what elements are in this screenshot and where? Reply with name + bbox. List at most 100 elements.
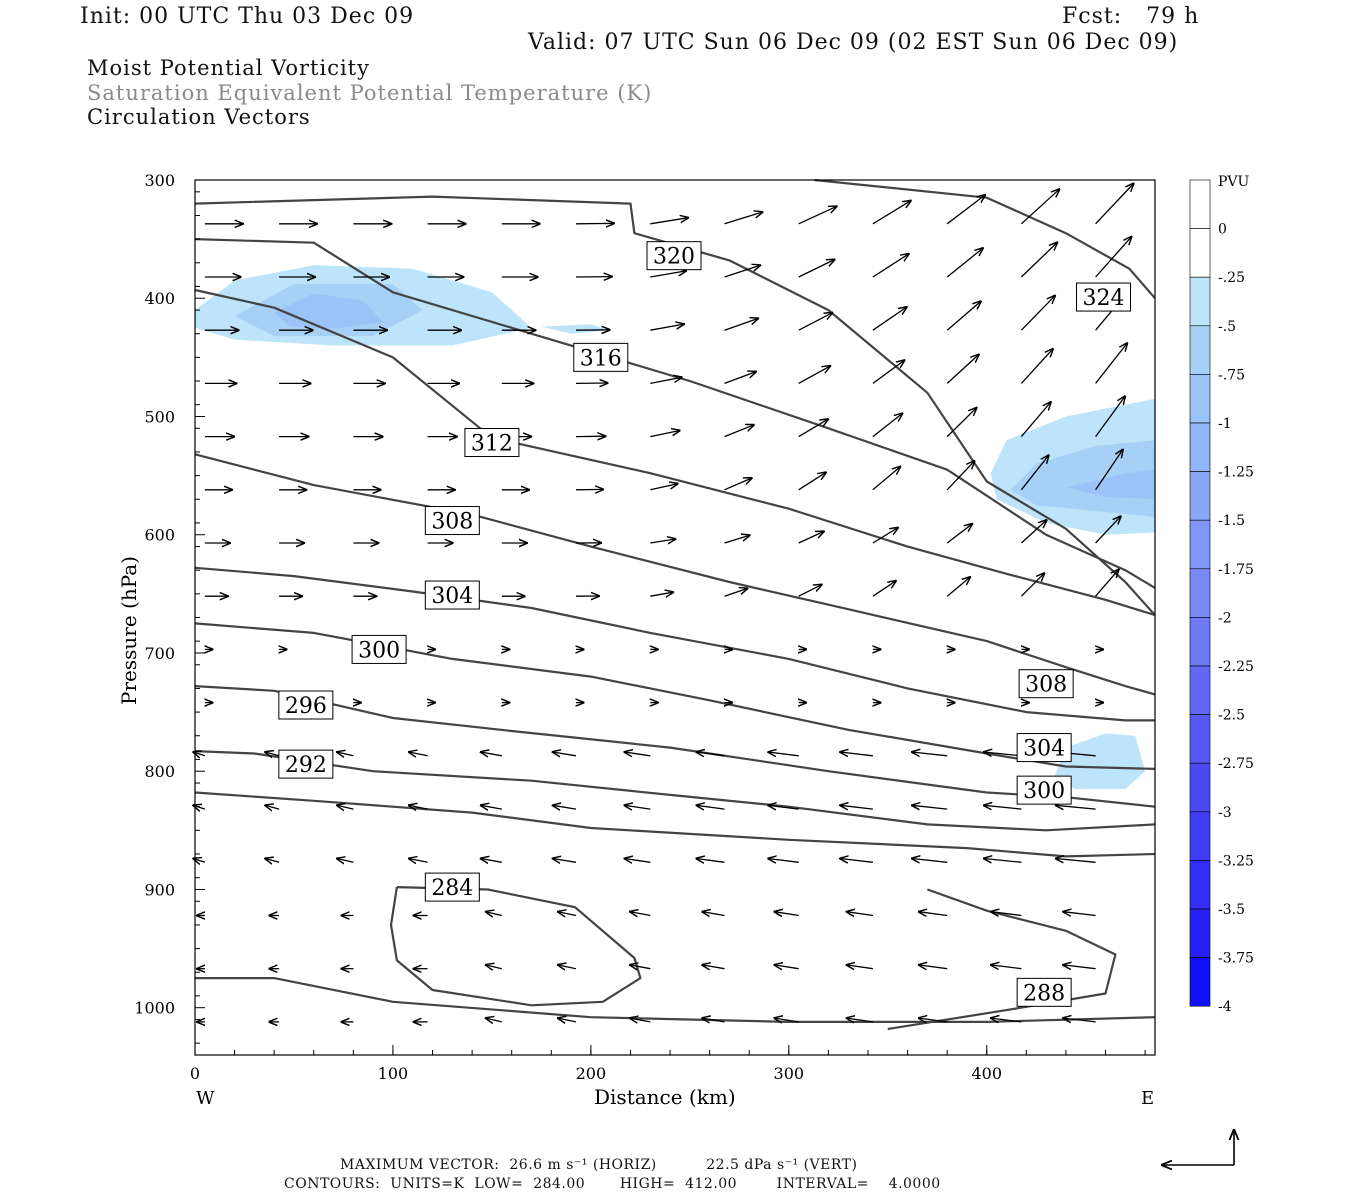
x-tick-label: 100	[378, 1064, 409, 1083]
pv-shaded-region	[1052, 733, 1146, 789]
circulation-vector-arrow	[946, 408, 976, 438]
circulation-vector-arrow	[1020, 455, 1048, 491]
circulation-vector-arrow	[872, 413, 903, 438]
x-axis-west-label: W	[196, 1088, 215, 1109]
colorbar-segment	[1189, 422, 1211, 472]
circulation-vector-arrow	[798, 419, 829, 438]
colorbar-label: -2.5	[1218, 708, 1245, 724]
circulation-vector-arrow	[847, 1018, 873, 1022]
circulation-vector-arrow	[265, 805, 280, 809]
theta-contour-line	[194, 622, 1156, 770]
circulation-vector-arrow	[798, 366, 831, 384]
x-tick-label: 400	[971, 1064, 1002, 1083]
circulation-vector-arrow	[774, 1018, 799, 1022]
circulation-vector-arrow	[481, 859, 502, 863]
circulation-vector-arrow	[724, 372, 757, 385]
circulation-vector-arrow	[409, 859, 428, 863]
circulation-vector-arrow	[265, 859, 280, 863]
contour-label-box	[278, 749, 334, 779]
theta-contour-line	[194, 750, 1156, 832]
circulation-vector-arrow	[774, 965, 799, 969]
init-time: Init: 00 UTC Thu 03 Dec 09	[80, 4, 415, 29]
colorbar-segment	[1189, 179, 1211, 229]
circulation-vector-arrow	[840, 805, 873, 809]
circulation-vector-arrow	[696, 805, 725, 809]
circulation-vector-arrow	[724, 318, 759, 331]
circulation-vector-arrow	[553, 805, 577, 809]
circulation-vector-arrow	[724, 588, 748, 597]
contour-label: 312	[471, 432, 513, 457]
circulation-vector-arrow	[1095, 343, 1128, 384]
contour-label: 320	[653, 245, 695, 270]
circulation-vector-arrow	[984, 805, 1022, 809]
theta-contour-line	[194, 238, 1156, 589]
circulation-vector-arrow	[1020, 349, 1053, 384]
circulation-vector-arrow	[1063, 965, 1096, 969]
circulation-vector-arrow	[630, 1018, 651, 1022]
max-vector-note: MAXIMUM VECTOR: 26.6 m s⁻¹ (HORIZ) 22.5 …	[340, 1157, 858, 1173]
y-tick-label: 800	[144, 762, 175, 781]
circulation-vector-arrow	[558, 1018, 577, 1022]
theta-contour-line	[814, 178, 1156, 299]
contour-info-note: CONTOURS: UNITS=K LOW= 284.00 HIGH= 412.…	[284, 1176, 941, 1192]
contour-label: 300	[1023, 779, 1065, 804]
colorbar-segment	[1189, 374, 1211, 424]
colorbar-segment	[1189, 471, 1211, 521]
circulation-vector-arrow	[840, 752, 873, 756]
colorbar-label: -.5	[1218, 319, 1236, 335]
pv-shaded-region	[1010, 440, 1155, 517]
circulation-vector-arrow	[919, 1018, 948, 1022]
y-tick-label: 300	[144, 171, 175, 190]
theta-contour-line	[194, 195, 1156, 616]
circulation-vector-arrow	[696, 752, 725, 756]
circulation-vector-arrow	[847, 912, 873, 916]
circulation-vector-arrow	[946, 524, 972, 544]
circulation-vector-arrow	[558, 912, 577, 916]
circulation-vector-arrow	[1020, 242, 1057, 278]
colorbar-label: -3.25	[1218, 853, 1254, 869]
circulation-vector-arrow	[1063, 912, 1096, 916]
colorbar-label: -2.75	[1218, 756, 1254, 772]
circulation-vector-arrow	[872, 360, 905, 384]
x-tick-label: 0	[190, 1064, 200, 1083]
contour-label: 296	[285, 694, 327, 719]
theta-contour-line	[194, 453, 1156, 696]
circulation-vector-arrow	[624, 752, 651, 756]
colorbar-label: -4	[1218, 999, 1232, 1015]
contour-label: 308	[431, 510, 473, 535]
colorbar-label: -2.25	[1218, 659, 1254, 675]
circulation-vector-arrow	[265, 752, 280, 756]
contour-label: 300	[358, 638, 400, 663]
theta-contour-line	[194, 791, 1156, 858]
pv-shaded-region	[1065, 469, 1155, 500]
colorbar-segment	[1189, 325, 1211, 375]
circulation-vector-arrow	[486, 1018, 502, 1022]
circulation-vector-arrow	[630, 965, 651, 969]
y-axis-label: Pressure (hPa)	[117, 556, 141, 705]
reference-vector-icon	[1162, 1130, 1234, 1165]
theta-contour-line	[887, 888, 1117, 1031]
contour-label: 284	[431, 876, 473, 901]
circulation-vector-arrow	[872, 528, 898, 544]
contour-label: 292	[285, 753, 327, 778]
circulation-vector-arrow	[1020, 573, 1044, 597]
colorbar-segment	[1189, 714, 1211, 764]
circulation-vector-arrow	[946, 195, 985, 225]
circulation-vector-arrow	[912, 805, 948, 809]
circulation-vector-arrow	[768, 859, 799, 863]
circulation-vector-arrow	[553, 859, 577, 863]
circulation-vector-arrow	[798, 313, 833, 331]
circulation-vector-arrow	[1056, 859, 1096, 863]
circulation-vector-arrow	[991, 912, 1022, 916]
x-tick-label: 200	[576, 1064, 607, 1083]
field-label-mpv: Moist Potential Vorticity	[87, 56, 370, 80]
circulation-vector-arrow	[872, 307, 907, 331]
circulation-vector-arrow	[724, 478, 752, 491]
theta-contour-line	[194, 288, 1156, 617]
circulation-vector-arrow	[624, 859, 651, 863]
circulation-vector-arrow	[1020, 520, 1046, 544]
circulation-vector-arrow	[650, 431, 679, 438]
circulation-vector-arrow	[702, 1018, 725, 1022]
field-label-vectors: Circulation Vectors	[87, 105, 311, 129]
theta-contour-line	[389, 886, 642, 1007]
